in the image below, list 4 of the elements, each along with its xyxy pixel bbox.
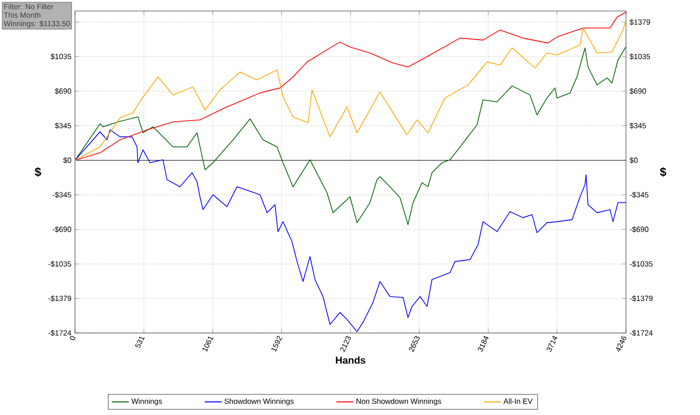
y2-axis-title: $ <box>660 167 666 177</box>
line-series <box>75 46 626 225</box>
y-axis-title: $ <box>34 167 42 177</box>
x-axis-title: Hands <box>336 356 366 364</box>
